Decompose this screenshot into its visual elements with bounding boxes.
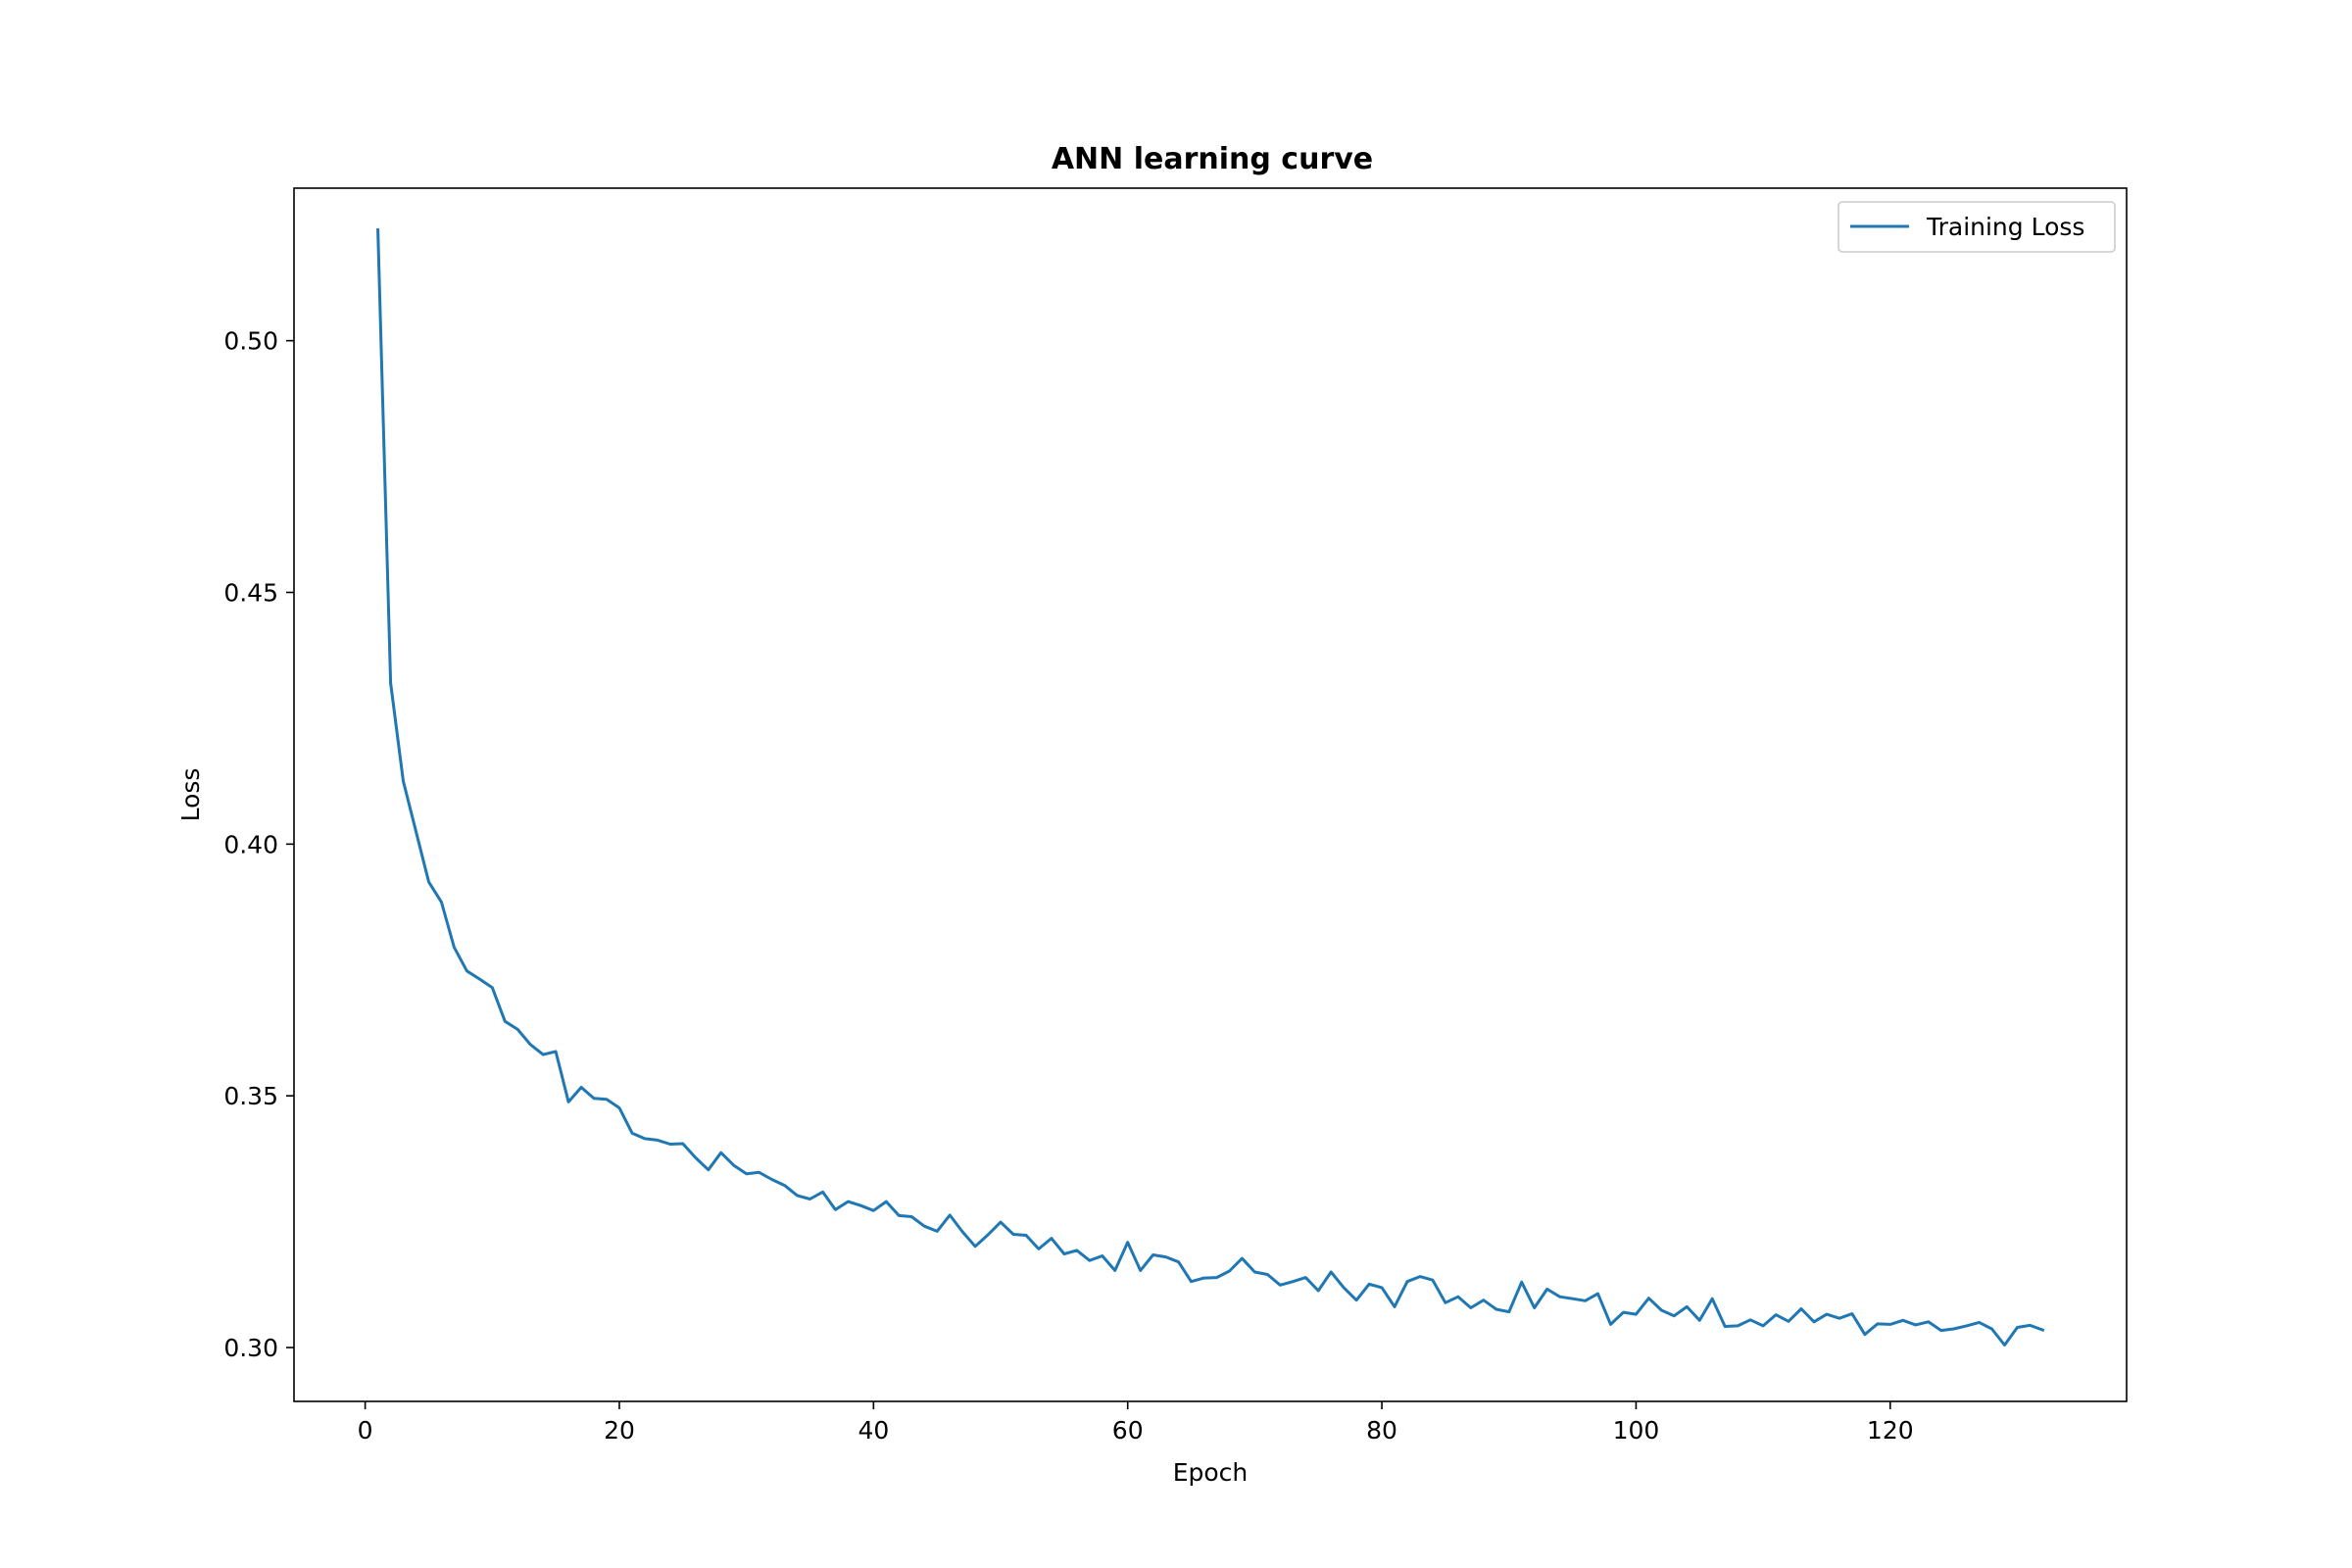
series-line-training-loss [376, 228, 2045, 1347]
axis-ticks: 0 20 40 60 80 100 120 0.30 0.35 0.40 0.45 0.50 [223, 327, 1913, 1445]
y-tick-label: 0.50 [223, 327, 278, 356]
x-tick-label: 40 [858, 1416, 889, 1445]
y-tick-label: 0.35 [223, 1082, 278, 1110]
x-tick-label: 60 [1112, 1416, 1144, 1445]
chart-title: ANN learning curve [1052, 142, 1373, 176]
x-tick-label: 100 [1613, 1416, 1660, 1445]
x-tick-label: 0 [358, 1416, 373, 1445]
plot-area [376, 228, 2045, 1347]
y-tick-label: 0.40 [223, 830, 278, 858]
legend: Training Loss [1838, 201, 2116, 253]
axes-frame [293, 187, 2128, 1402]
x-tick-label: 20 [604, 1416, 635, 1445]
legend-box [1838, 201, 2116, 253]
y-axis-label: Loss [176, 768, 205, 822]
y-tick-label: 0.45 [223, 578, 278, 607]
legend-label-training-loss: Training Loss [1926, 213, 2084, 241]
x-axis-label: Epoch [1173, 1458, 1249, 1487]
x-tick-label: 120 [1867, 1416, 1914, 1445]
x-tick-label: 80 [1366, 1416, 1397, 1445]
y-tick-label: 0.30 [223, 1334, 278, 1362]
